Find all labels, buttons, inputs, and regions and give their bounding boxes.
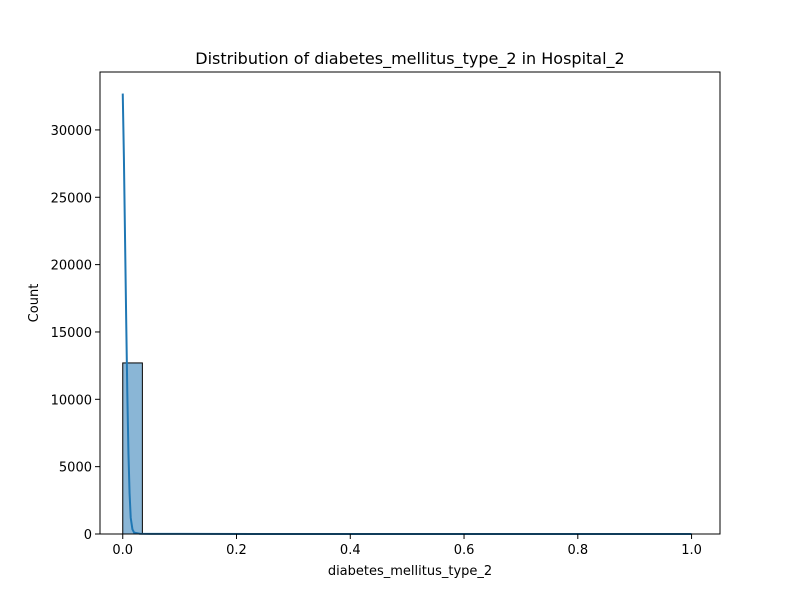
x-tick-label: 0.4 xyxy=(340,543,361,558)
y-tick-label: 0 xyxy=(84,528,92,543)
x-tick-label: 1.0 xyxy=(681,543,702,558)
x-tick-label: 0.0 xyxy=(112,543,133,558)
histogram-bar xyxy=(122,362,143,535)
y-tick-label: 25000 xyxy=(51,191,92,206)
chart-title: Distribution of diabetes_mellitus_type_2… xyxy=(195,49,624,69)
y-axis: 0 5000 10000 15000 20000 25000 30000 xyxy=(51,124,100,543)
x-tick-label: 0.2 xyxy=(226,543,247,558)
x-tick-label: 0.8 xyxy=(567,543,588,558)
y-tick-label: 5000 xyxy=(59,461,92,476)
x-axis: 0.0 0.2 0.4 0.6 0.8 1.0 xyxy=(112,534,702,558)
y-tick-label: 10000 xyxy=(51,393,92,408)
y-tick-label: 15000 xyxy=(51,326,92,341)
y-tick-label: 30000 xyxy=(51,124,92,139)
x-axis-title: diabetes_mellitus_type_2 xyxy=(328,564,492,579)
bars-layer xyxy=(122,362,143,535)
y-axis-title: Count xyxy=(27,284,42,323)
plot-frame xyxy=(99,71,721,535)
x-tick-label: 0.6 xyxy=(454,543,475,558)
y-tick-label: 20000 xyxy=(51,259,92,274)
